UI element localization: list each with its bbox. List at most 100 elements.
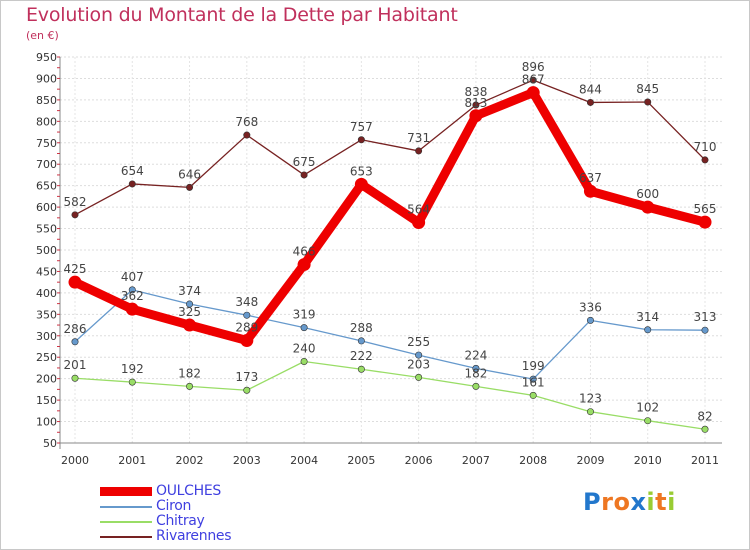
logo-letter: x [630,488,647,516]
data-point-oulches [412,216,426,230]
data-point-chitray [71,374,79,382]
y-tick-label-750: 750 [36,137,57,150]
y-tick-label-800: 800 [36,115,57,128]
data-label-rivarennes: 646 [178,167,201,181]
data-point-chitray [243,386,251,394]
data-point-rivarennes [300,171,308,179]
chart-subtitle: (en €) [26,29,59,42]
data-point-oulches [240,333,254,347]
logo-letter: t [655,488,668,516]
x-tick-label-2009: 2009 [576,454,604,467]
x-tick-label-2010: 2010 [634,454,662,467]
data-point-rivarennes [644,98,652,106]
data-label-rivarennes: 757 [350,120,373,134]
data-point-chitray [701,425,709,433]
y-tick-label-850: 850 [36,94,57,107]
x-tick-label-2011: 2011 [691,454,719,467]
y-tick-label-650: 650 [36,180,57,193]
x-tick-label-2004: 2004 [290,454,318,467]
data-point-oulches [125,302,139,316]
data-point-oulches [68,275,82,289]
data-point-chitray [300,358,308,366]
data-point-ciron [701,326,709,334]
data-point-rivarennes [357,136,365,144]
logo-letter: i [667,488,676,516]
data-point-ciron [357,337,365,345]
data-point-chitray [529,391,537,399]
data-label-rivarennes: 768 [235,115,258,129]
y-tick-label-100: 100 [36,416,57,429]
data-label-oulches: 867 [522,73,545,87]
data-label-rivarennes: 654 [121,164,144,178]
data-point-rivarennes [128,180,136,188]
y-tick-label-950: 950 [36,51,57,64]
data-label-oulches: 653 [350,164,373,178]
data-label-oulches: 466 [293,245,316,259]
y-tick-label-450: 450 [36,265,57,278]
data-label-chitray: 201 [64,358,87,372]
legend-swatch-rivarennes [100,536,152,538]
data-point-oulches [183,318,197,332]
legend-label-ciron: Ciron [156,498,192,514]
data-label-chitray: 192 [121,362,144,376]
data-point-chitray [128,378,136,386]
y-tick-label-600: 600 [36,201,57,214]
data-label-chitray: 240 [293,342,316,356]
data-point-rivarennes [529,76,537,84]
data-point-ciron [644,326,652,334]
data-label-ciron: 288 [350,321,373,335]
x-tick-label-2005: 2005 [347,454,375,467]
data-point-chitray [644,417,652,425]
data-point-chitray [415,373,423,381]
data-point-oulches [297,258,311,272]
data-label-oulches: 813 [464,96,487,110]
data-label-rivarennes: 896 [522,60,545,74]
data-point-oulches [469,109,483,123]
data-label-ciron: 374 [178,284,201,298]
legend-swatch-oulches [100,487,152,496]
logo-letter: P [583,488,602,516]
data-label-oulches: 600 [636,187,659,201]
data-point-ciron [71,338,79,346]
x-tick-label-2001: 2001 [118,454,146,467]
data-label-ciron: 348 [235,295,258,309]
data-label-rivarennes: 838 [464,85,487,99]
y-tick-label-250: 250 [36,351,57,364]
series-line-chitray [74,360,706,430]
legend-label-chitray: Chitray [156,513,205,529]
data-point-chitray [586,408,594,416]
y-tick-label-550: 550 [36,223,57,236]
data-label-ciron: 224 [464,348,487,362]
logo-letter: o [613,488,631,516]
data-point-rivarennes [71,211,79,219]
legend-label-rivarennes: Rivarennes [156,528,232,544]
data-label-ciron: 313 [694,310,717,324]
data-label-oulches: 565 [694,202,717,216]
data-point-rivarennes [243,131,251,139]
data-point-ciron [529,375,537,383]
data-label-ciron: 319 [293,308,316,322]
data-point-oulches [526,86,540,100]
data-label-chitray: 203 [407,357,430,371]
y-tick-label-200: 200 [36,373,57,386]
grid-lines [60,56,722,444]
x-tick-label-2002: 2002 [176,454,204,467]
x-tick-label-2006: 2006 [405,454,433,467]
data-point-oulches [583,184,597,198]
data-label-ciron: 407 [121,270,144,284]
data-label-ciron: 255 [407,335,430,349]
data-labels: 582 654 646 768 675 757 731 838 896 844 845 710 201 1… [64,60,717,423]
series-line-rivarennes [74,79,706,216]
data-label-chitray: 161 [522,375,545,389]
chart-title: Evolution du Montant de la Dette par Hab… [26,4,458,26]
data-label-rivarennes: 675 [293,155,316,169]
data-label-rivarennes: 582 [64,195,87,209]
x-tick-label-2003: 2003 [233,454,261,467]
legend-swatch-chitray [100,521,152,523]
y-tick-label-350: 350 [36,308,57,321]
data-point-ciron [415,351,423,359]
series-line-oulches [70,88,710,345]
data-label-chitray: 182 [464,366,487,380]
